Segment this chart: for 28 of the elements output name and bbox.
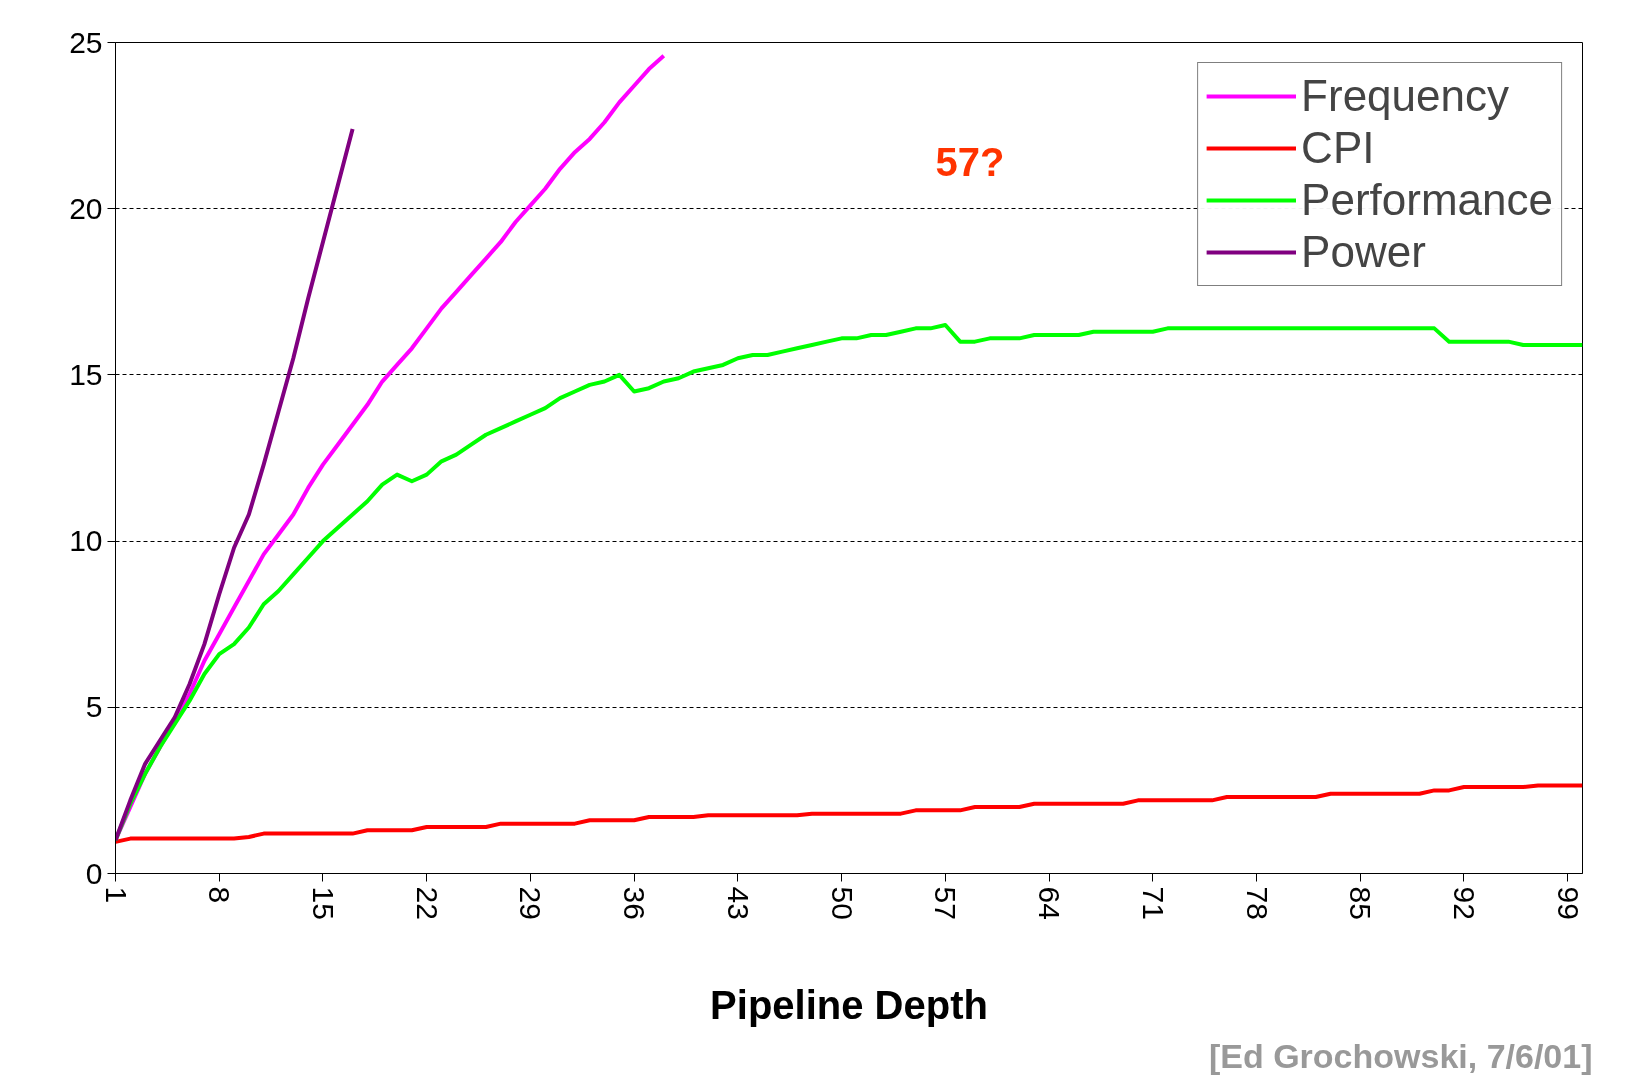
line-series [115, 126, 355, 843]
x-tick-label: 15 [306, 886, 340, 920]
x-tick-label: 36 [618, 886, 652, 920]
x-tick-label: 64 [1033, 886, 1067, 920]
legend-label: Frequency [1301, 71, 1509, 121]
x-tick-label: 43 [721, 886, 755, 920]
x-tick-label: 71 [1136, 886, 1170, 920]
x-tick-label: 92 [1447, 886, 1481, 920]
line-series [115, 783, 1583, 844]
legend-label: Power [1301, 227, 1426, 277]
x-tick-label: 50 [825, 886, 859, 920]
text: [Ed Grochowski, 7/6/01] [1208, 1036, 1593, 1075]
x-tick-label: 22 [410, 886, 444, 920]
x-tick-label: 57 [929, 886, 963, 920]
y-tick-label: 15 [69, 357, 103, 391]
x-tick-label: 85 [1344, 886, 1378, 920]
y-tick-label: 10 [69, 524, 103, 558]
y-tick-label: 25 [69, 25, 103, 59]
legend-label: Performance [1301, 175, 1553, 225]
annotation: 57? [935, 139, 1005, 184]
x-tick-label: 99 [1551, 886, 1585, 920]
x-tick-label: 78 [1240, 886, 1274, 920]
y-tick-label: 5 [85, 690, 103, 724]
legend-label: CPI [1301, 123, 1375, 173]
x-axis-title: Pipeline Depth [710, 982, 988, 1027]
x-tick-label: 8 [203, 886, 237, 904]
x-tick-label: 29 [514, 886, 548, 920]
y-tick-label: 20 [69, 191, 103, 225]
